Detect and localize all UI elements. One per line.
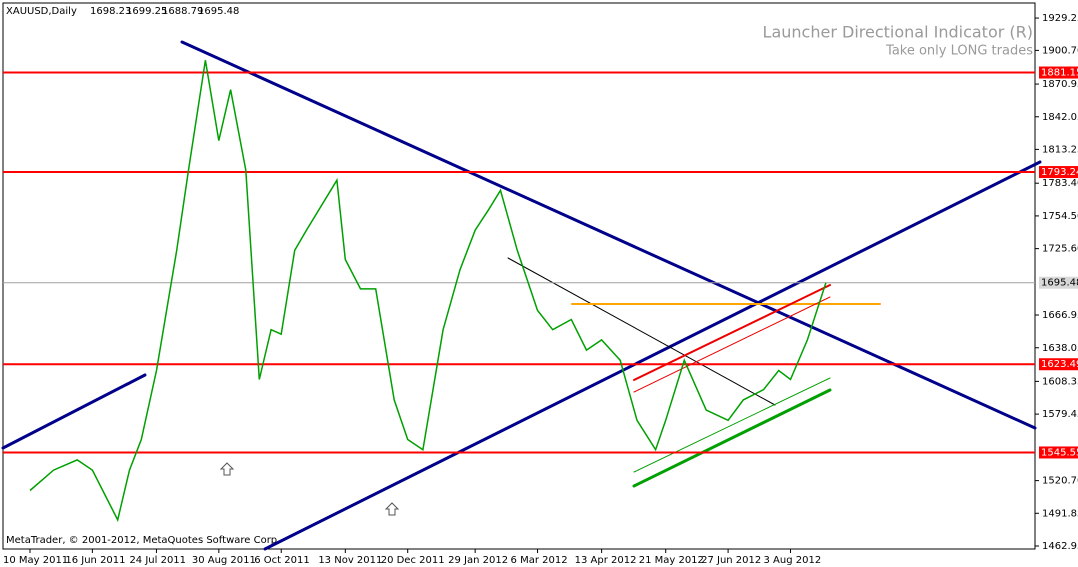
level-label: 1881.15 — [1041, 68, 1078, 79]
y-tick-label: 1725.60 — [1042, 244, 1078, 255]
x-tick-label: 6 Oct 2011 — [254, 555, 309, 566]
level-label-box — [1039, 66, 1078, 79]
y-tick-label: 1783.40 — [1042, 178, 1078, 189]
x-tick-label: 13 Apr 2012 — [575, 555, 637, 566]
y-tick-label: 1929.25 — [1042, 13, 1078, 24]
x-tick-label: 29 Jan 2012 — [448, 555, 508, 566]
indicator-title: Launcher Directional Indicator (R) — [763, 23, 1033, 42]
y-tick-label: 1638.05 — [1042, 343, 1078, 354]
level-label-box — [1039, 358, 1078, 371]
arrow-icon — [384, 502, 400, 516]
level-label-box — [1039, 446, 1078, 459]
current-price-label: 1695.48 — [1041, 278, 1078, 289]
y-tick-label: 1608.35 — [1042, 376, 1078, 387]
y-tick-label: 1900.70 — [1042, 45, 1078, 56]
x-tick-label: 10 May 2011 — [3, 555, 68, 566]
trend-lines — [1, 40, 1042, 551]
x-tick-label: 20 Dec 2011 — [381, 555, 445, 566]
level-label: 1545.55 — [1041, 447, 1078, 458]
low: 1688.79 — [162, 6, 203, 17]
y-tick-label: 1813.25 — [1042, 144, 1078, 155]
y-tick-label: 1462.95 — [1042, 541, 1078, 552]
x-tick-label: 30 Aug 2011 — [192, 555, 256, 566]
y-tick-label: 1579.45 — [1042, 409, 1078, 420]
x-tick-label: 21 May 2012 — [639, 555, 704, 566]
current-price-box — [1039, 276, 1078, 289]
x-tick-label: 24 Jul 2011 — [129, 555, 186, 566]
x-tick-label: 27 Jun 2012 — [701, 555, 761, 566]
level-label: 1623.49 — [1041, 359, 1078, 370]
y-tick-label: 1870.95 — [1042, 79, 1078, 90]
plot-frame — [2, 2, 1036, 550]
header: XAUUSD,Daily 1698.23 1699.25 1688.79 169… — [6, 6, 239, 17]
x-tick-label: 3 Aug 2012 — [763, 555, 821, 566]
close: 1695.48 — [198, 6, 239, 17]
credit: MetaTrader, © 2001-2012, MetaQuotes Soft… — [6, 535, 280, 546]
price-line — [29, 60, 827, 523]
indicator-subtitle: Take only LONG trades — [885, 44, 1033, 59]
arrow-icon — [219, 462, 235, 476]
open: 1698.23 — [90, 6, 131, 17]
level-label-box — [1039, 166, 1078, 179]
y-tick-label: 1754.50 — [1042, 211, 1078, 222]
channel-line — [633, 296, 831, 393]
x-tick-label: 16 Jun 2011 — [65, 555, 125, 566]
y-tick-label: 1842.05 — [1042, 112, 1078, 123]
trend-line — [1, 373, 147, 450]
y-tick-label: 1666.95 — [1042, 310, 1078, 321]
level-label: 1793.24 — [1041, 167, 1078, 178]
y-tick-label: 1491.85 — [1042, 508, 1078, 519]
x-tick-label: 13 Nov 2011 — [318, 555, 382, 566]
y-tick-label: 1520.70 — [1042, 476, 1078, 487]
symbol: XAUUSD,Daily — [6, 6, 77, 17]
trend-line — [263, 160, 1042, 551]
channel-line — [632, 388, 832, 488]
x-tick-label: 6 Mar 2012 — [511, 555, 568, 566]
high: 1699.25 — [126, 6, 167, 17]
channel-line — [633, 377, 831, 473]
